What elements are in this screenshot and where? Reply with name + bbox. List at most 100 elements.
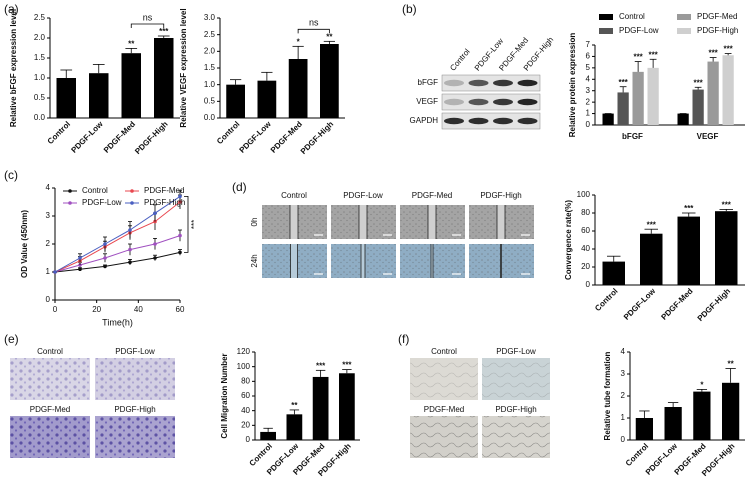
y-tick-label: 0.0 [204, 113, 216, 122]
x-tick-label: PDGF-Low [69, 119, 105, 155]
marker [78, 256, 82, 260]
bar [722, 55, 734, 125]
micrograph-texture [95, 416, 175, 458]
bracket [184, 196, 189, 253]
panel-label: (d) [232, 180, 247, 194]
significance-label: *** [723, 45, 733, 54]
y-tick-label: 0 [621, 435, 626, 444]
line [54, 195, 181, 273]
blot-band [468, 117, 489, 125]
legend-label: Control [619, 12, 645, 21]
bracket-label: ns [309, 18, 319, 28]
scratch-gap [431, 244, 433, 278]
panel-label: (f) [398, 332, 409, 346]
x-tick-label: 20 [92, 305, 101, 314]
bar [722, 382, 740, 440]
image-label: Control [37, 347, 63, 356]
blot-column-label: Control [448, 47, 472, 73]
image-column-label: PDGF-Med [412, 191, 452, 200]
marker [128, 247, 132, 252]
legend-marker [68, 201, 72, 205]
legend-marker [68, 189, 72, 193]
blot-strip [441, 93, 541, 111]
y-tick-label: 0 [586, 280, 591, 289]
y-tick-label: 1.5 [204, 63, 216, 72]
significance-label: *** [316, 361, 326, 370]
bracket [297, 28, 330, 34]
panel-label: (a) [4, 2, 19, 16]
significance-label: *** [648, 50, 658, 59]
scratch-gap [497, 205, 505, 239]
blot-strip [441, 112, 541, 130]
line [54, 201, 181, 273]
y-axis-label: Relative tube formation [603, 351, 612, 440]
bar [640, 233, 663, 285]
y-axis-label: Relative bFGF expression level [9, 9, 18, 127]
legend-swatch [677, 14, 691, 20]
bar [121, 53, 141, 119]
bar [154, 38, 174, 118]
y-tick-label: 40 [241, 406, 250, 415]
x-tick-label: Control [624, 442, 650, 468]
bar [89, 73, 109, 118]
x-tick-label: VEGF [697, 132, 719, 141]
image-label: PDGF-Low [496, 347, 536, 356]
scratch-gap [290, 244, 298, 278]
blot-band [493, 98, 513, 106]
bar [602, 113, 614, 125]
x-tick-label: PDGF-High [299, 119, 336, 156]
panel-label: (e) [4, 332, 19, 346]
bar [260, 431, 276, 440]
y-tick-label: 0 [246, 435, 251, 444]
bar [707, 61, 719, 125]
y-tick-label: 0.0 [34, 113, 46, 122]
marker [153, 256, 157, 260]
bracket [130, 23, 165, 28]
y-tick-label: 7 [586, 40, 591, 49]
bar [715, 211, 738, 285]
bar [677, 113, 689, 125]
marker [178, 194, 182, 199]
bar [312, 376, 329, 440]
y-tick-label: 20 [241, 420, 250, 429]
significance-label: * [297, 37, 301, 46]
y-tick-label: 1.0 [34, 73, 46, 82]
y-tick-label: 1.5 [34, 53, 46, 62]
x-tick-label: Control [46, 120, 72, 146]
line [54, 251, 181, 273]
x-tick-label: PDGF-High [133, 119, 170, 156]
x-tick-label: PDGF-Low [238, 119, 274, 155]
y-tick-label: 0 [586, 120, 591, 129]
significance-label: ** [728, 360, 735, 369]
y-tick-label: 3.0 [204, 13, 216, 22]
y-tick-label: 80 [581, 208, 590, 217]
panel-label: (c) [4, 168, 18, 182]
y-tick-label: 1.0 [204, 80, 216, 89]
significance-label: *** [708, 49, 718, 58]
bar [647, 67, 659, 125]
blot-strip [441, 74, 541, 92]
x-tick-label: PDGF-Low [622, 286, 658, 322]
bar [320, 44, 339, 118]
micrograph-texture [410, 358, 478, 400]
micrograph-texture [410, 416, 478, 458]
image-label: Control [431, 347, 457, 356]
bar [617, 92, 629, 125]
image-label: PDGF-High [114, 405, 155, 414]
line [54, 235, 181, 273]
micrograph-texture [482, 358, 550, 400]
y-tick-label: 4 [621, 347, 626, 356]
blot-band [517, 79, 538, 87]
blot-band [444, 79, 464, 87]
scratch-gap [361, 244, 365, 278]
legend-marker [130, 201, 134, 205]
y-tick-label: 2.0 [34, 33, 46, 42]
legend-label: PDGF-High [697, 26, 738, 35]
y-tick-label: 100 [577, 190, 591, 199]
marker [78, 267, 82, 272]
scratch-gap [500, 244, 502, 278]
x-axis-label: Time(h) [102, 317, 133, 327]
y-tick-label: 4 [586, 74, 591, 83]
blot-band [444, 98, 464, 106]
legend-label: PDGF-Med [144, 186, 184, 195]
